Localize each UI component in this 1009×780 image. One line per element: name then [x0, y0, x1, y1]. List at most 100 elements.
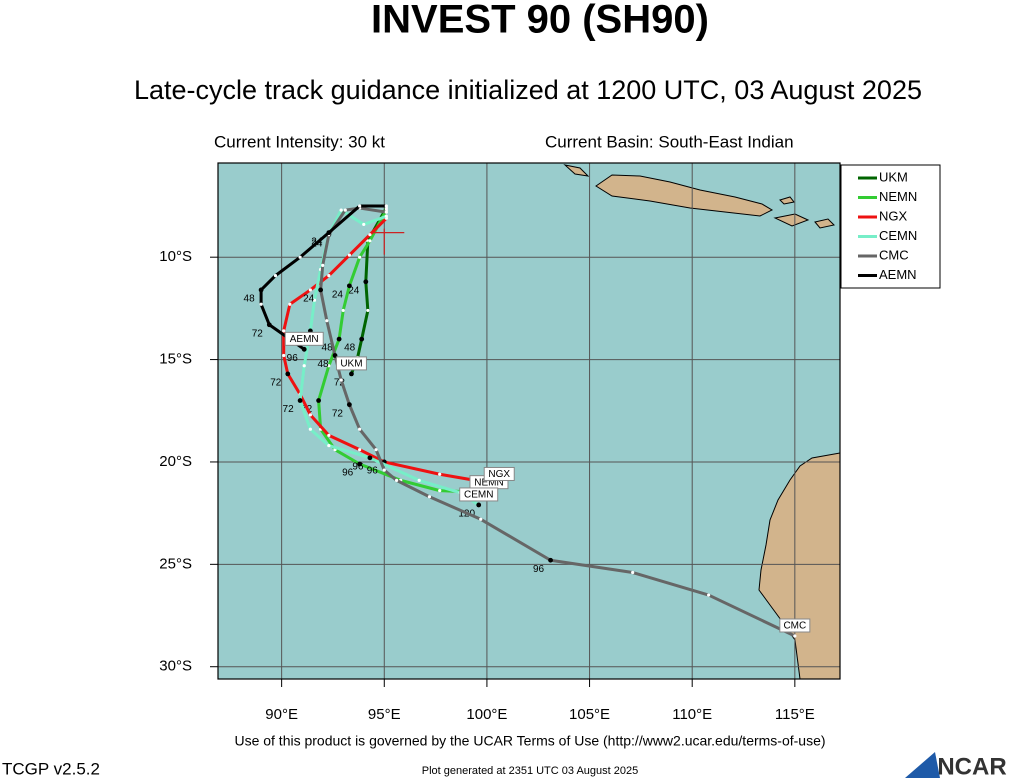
track-point: [347, 253, 351, 257]
x-tick-label: 115°E: [775, 706, 815, 723]
track-point: [394, 478, 399, 482]
track-point: [346, 283, 352, 289]
hour-label: 24: [303, 294, 315, 305]
track-point: [707, 593, 711, 597]
legend-label: AEMN: [879, 267, 917, 282]
tag-label: CEMN: [464, 490, 493, 501]
hour-label: 96: [287, 353, 299, 364]
hour-label: 48: [244, 294, 256, 305]
track-point: [343, 208, 347, 212]
track-point: [321, 263, 325, 267]
track-point: [368, 239, 372, 243]
y-tick-label: 10°S: [159, 248, 192, 265]
track-point: [297, 398, 303, 403]
track-point: [427, 495, 432, 499]
y-tick-label: 25°S: [159, 555, 192, 572]
chart-title: INVEST 90 (SH90): [371, 0, 709, 42]
track-point: [374, 448, 378, 452]
track-point: [479, 517, 483, 521]
track-point: [327, 364, 331, 368]
tag-box: [779, 618, 811, 633]
track-point: [308, 427, 312, 431]
intensity: Current Intensity: 30 kt: [214, 132, 385, 151]
tag-label: CMC: [783, 621, 806, 632]
legend-label: CMC: [879, 247, 909, 262]
track-point: [318, 287, 324, 293]
track-end-tag: UKM: [335, 356, 367, 371]
track-point: [327, 274, 331, 278]
x-tick-label: 105°E: [569, 706, 610, 723]
tag-label: AEMN: [290, 334, 319, 345]
track-point: [339, 378, 343, 382]
track-point: [346, 402, 352, 408]
logo-text: NCAR: [937, 753, 1006, 780]
tag-label: NGX: [488, 469, 510, 480]
x-tick-label: 110°E: [672, 706, 712, 723]
hour-label: 96: [367, 466, 379, 477]
x-tick-label: 100°E: [466, 706, 507, 723]
hour-label: 96: [352, 461, 364, 472]
logo: NCAR: [905, 752, 1007, 780]
axes: 90°E 95°E 100°E 105°E 110°E 115°E 10°S 15°S 20°S…: [159, 248, 815, 723]
track-point: [384, 204, 388, 208]
track-point: [358, 204, 362, 208]
hour-label: 96: [533, 564, 545, 575]
track-point: [417, 478, 421, 482]
track-line: [259, 204, 387, 351]
current-position: [372, 228, 405, 255]
track-point: [438, 472, 442, 476]
hour-label: 72: [270, 378, 282, 389]
tag-label: UKM: [340, 359, 362, 370]
track-point: [366, 308, 370, 313]
x-tick-label: 90°E: [265, 706, 298, 723]
tag-box: [459, 487, 499, 502]
y-tick-label: 30°S: [159, 658, 192, 675]
track-point: [266, 322, 272, 328]
track-point: [327, 443, 331, 448]
track-point: [358, 448, 362, 452]
track-line: [319, 206, 796, 638]
hour-label: 24: [311, 236, 323, 247]
hour-label: 24: [348, 285, 360, 296]
chart-subtitle: Late-cycle track guidance initialized at…: [134, 75, 922, 105]
track-point: [367, 455, 373, 461]
track-point: [368, 233, 372, 237]
track-point: [288, 302, 292, 306]
track-point: [259, 302, 263, 306]
basin: Current Basin: South-East Indian: [545, 132, 794, 151]
hour-label: 48: [317, 359, 329, 370]
tag-box: [284, 331, 324, 346]
track-point: [548, 557, 553, 563]
track-point: [325, 319, 329, 323]
tag-box: [335, 356, 367, 371]
track-point: [357, 461, 363, 467]
track-point: [285, 371, 291, 377]
track-end-tag: AEMN: [284, 331, 324, 346]
track-line: [282, 217, 500, 486]
legend-label: NEMN: [879, 189, 917, 204]
track-point: [298, 255, 302, 259]
ocean: [218, 163, 840, 679]
track-point: [384, 210, 388, 214]
track-point: [438, 489, 442, 493]
track-point: [476, 502, 482, 508]
grid: [218, 163, 840, 679]
terms: Use of this product is governed by the U…: [234, 733, 825, 749]
track-end-tag: CMC: [779, 618, 811, 633]
track-point: [282, 329, 286, 333]
version: TCGP v2.5.2: [2, 759, 100, 778]
track-point: [349, 371, 354, 377]
y-tick-label: 15°S: [159, 351, 192, 368]
track-point: [282, 353, 286, 358]
legend-box: [840, 164, 941, 289]
track-point: [327, 433, 331, 437]
track-point: [273, 274, 278, 278]
track-point: [341, 308, 345, 313]
x-tick-label: 95°E: [368, 706, 401, 723]
track-point: [308, 288, 312, 292]
tag-label: NEMN: [474, 477, 503, 488]
track-point: [336, 336, 342, 342]
hour-label: 48: [344, 343, 356, 354]
plot-frame: [217, 162, 841, 680]
